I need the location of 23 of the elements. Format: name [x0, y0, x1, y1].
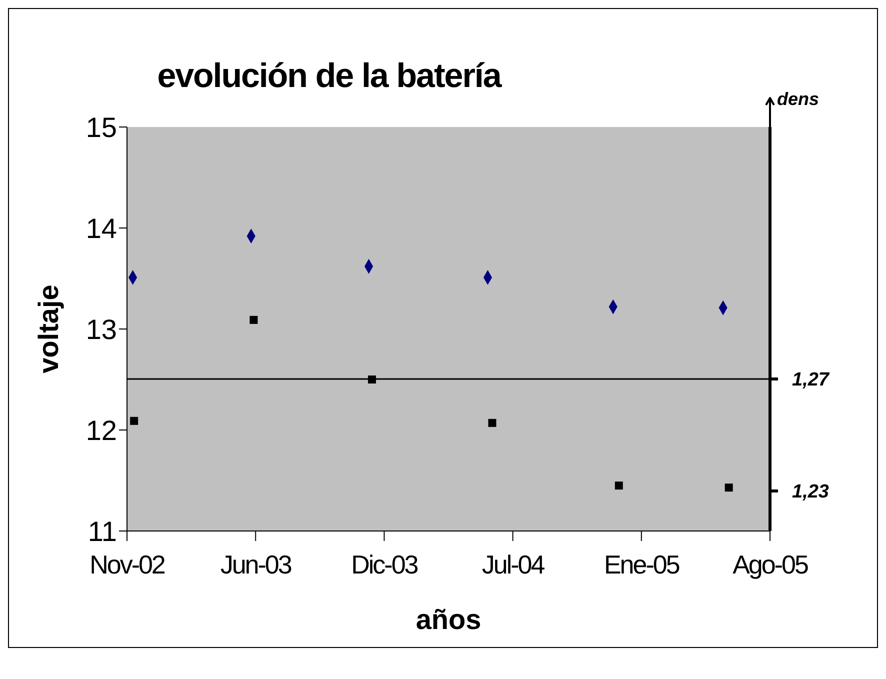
- x-tick-label: Nov-02: [90, 549, 166, 580]
- y2-tick-label: 1,27: [792, 370, 830, 391]
- y2-tick-label: 1,23: [792, 482, 830, 503]
- y2-axis-title: dens: [777, 89, 820, 110]
- x-tick-label: Dic-03: [351, 549, 418, 580]
- y-tick-label: 13: [86, 314, 117, 345]
- y-tick-label: 14: [86, 212, 117, 244]
- y-axis-title: voltaje: [33, 284, 65, 374]
- x-tick-label: Ene-05: [604, 549, 680, 580]
- point: [614, 482, 623, 490]
- point: [130, 416, 138, 425]
- point: [488, 418, 496, 427]
- y-tick-label: 11: [88, 516, 117, 547]
- x-tick-label: Jul-04: [482, 549, 545, 580]
- point: [368, 376, 376, 384]
- x-axis-title: años: [414, 604, 482, 636]
- point: [724, 484, 733, 492]
- x-tick-label: Ago-05: [732, 549, 808, 580]
- y-tick-label: 15: [86, 112, 117, 143]
- chart-title: evolución de la batería: [156, 57, 502, 96]
- y-tick-label: 12: [86, 414, 117, 446]
- point: [250, 316, 258, 324]
- x-tick-label: Jun-03: [220, 549, 292, 580]
